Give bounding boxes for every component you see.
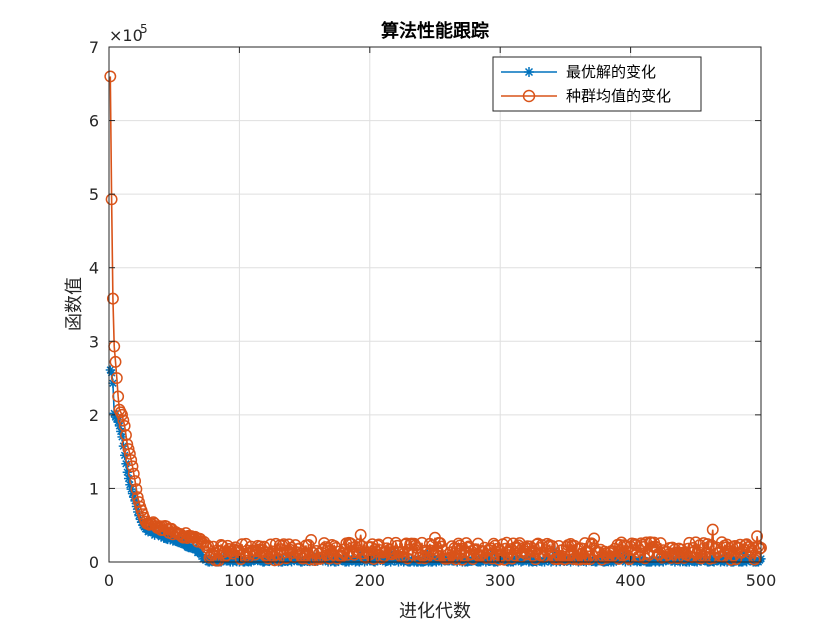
data-point (443, 551, 456, 564)
y-axis-title: 函数值 (64, 277, 85, 331)
data-point (129, 475, 142, 488)
x-tick-label: 0 (104, 571, 114, 590)
series-layer (104, 70, 767, 567)
plot-frame (108, 46, 762, 563)
data-point (305, 533, 318, 546)
data-point (753, 542, 766, 555)
data-point (117, 432, 127, 442)
data-point (118, 419, 131, 432)
data-point (580, 553, 593, 566)
data-point (104, 70, 117, 83)
legend-label: 最优解的变化 (566, 63, 656, 81)
data-point (133, 496, 145, 508)
data-point (354, 528, 367, 541)
y-exponent-power: 5 (140, 22, 148, 36)
data-point (706, 523, 719, 536)
y-tick-label: 1 (89, 479, 99, 498)
y-tick-label: 6 (89, 112, 99, 131)
data-point (702, 540, 715, 553)
y-tick-label: 3 (89, 332, 99, 351)
data-point (130, 483, 143, 496)
data-point (127, 467, 140, 480)
legend-label: 种群均值的变化 (566, 87, 671, 105)
data-point (121, 459, 131, 469)
chart-title: 算法性能跟踪 (381, 20, 489, 42)
x-tick-label: 400 (615, 571, 646, 590)
data-point (375, 552, 388, 565)
x-tick-label: 200 (355, 571, 386, 590)
x-axis-title: 进化代数 (399, 601, 471, 622)
data-point (225, 545, 238, 558)
data-point (126, 460, 139, 473)
data-point (508, 549, 521, 562)
data-point (139, 515, 152, 528)
data-point (505, 552, 518, 565)
y-tick-label: 0 (89, 553, 99, 572)
legend-item-1: 最优解的变化 (501, 63, 656, 81)
data-point (116, 408, 128, 421)
data-point (123, 447, 136, 460)
data-point (272, 553, 285, 566)
data-point (268, 554, 281, 567)
data-point (461, 541, 474, 554)
y-tick-label: 7 (89, 38, 99, 57)
data-point (120, 429, 132, 442)
data-point (110, 372, 123, 385)
y-tick-label: 2 (89, 406, 99, 425)
plot-area (109, 47, 761, 562)
data-point (264, 538, 277, 551)
data-point (654, 537, 667, 549)
x-tick-label: 100 (224, 571, 255, 590)
y-tick-label: 4 (89, 259, 99, 278)
data-point (722, 547, 735, 560)
legend-item-2: 种群均值的变化 (501, 87, 671, 105)
data-point (584, 553, 597, 566)
legend-marker (524, 67, 534, 77)
data-point (117, 414, 130, 427)
x-tick-label: 300 (485, 571, 516, 590)
x-tick-label: 500 (746, 571, 777, 590)
data-point (106, 292, 119, 305)
data-point (748, 553, 761, 566)
data-point (400, 537, 413, 550)
data-point (374, 544, 387, 556)
y-tick-label: 5 (89, 185, 99, 204)
data-point (490, 548, 503, 561)
series-2 (104, 70, 767, 567)
data-point (705, 539, 718, 552)
data-point (109, 355, 122, 368)
data-point (579, 537, 591, 550)
ticks: 0 100 200 300 400 500 0 1 2 3 4 5 6 7 (89, 38, 776, 590)
data-point (125, 454, 138, 467)
y-exponent-base: ×10 (109, 26, 143, 45)
data-point (588, 532, 601, 545)
y-exponent-label: ×10 5 (109, 22, 148, 45)
legend-marker (522, 89, 536, 103)
data-point (112, 390, 125, 403)
data-point (384, 547, 397, 560)
data-point (122, 443, 135, 456)
